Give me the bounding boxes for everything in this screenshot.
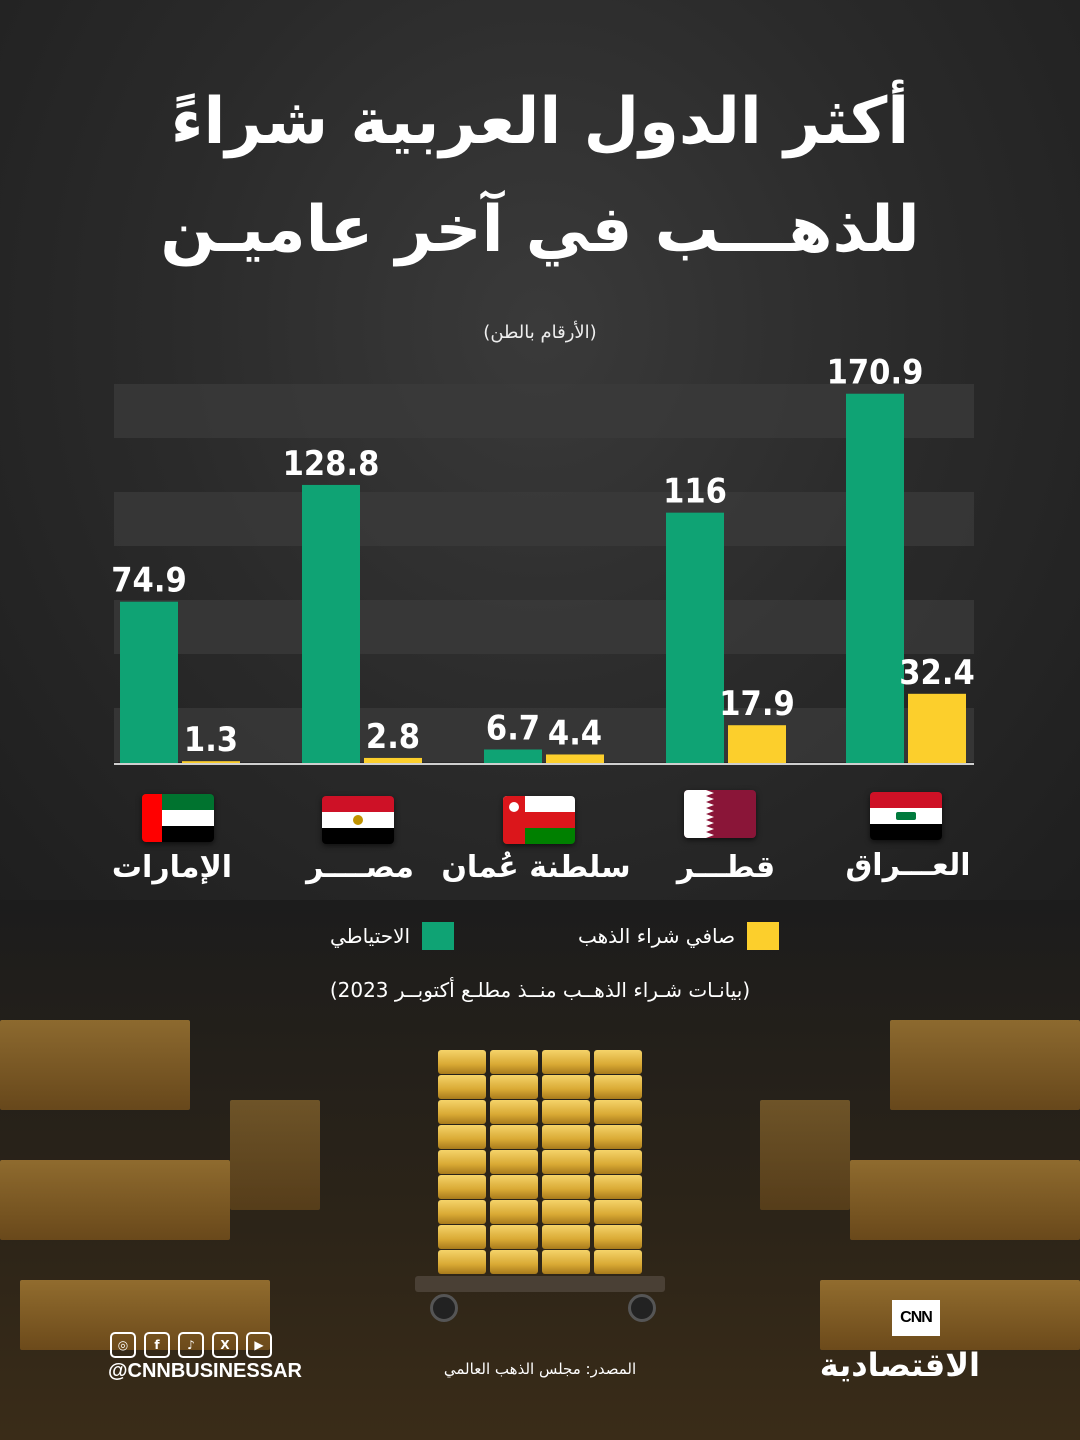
bar-net-purchase [364, 757, 422, 764]
social-handle: @CNNBUSINESSAR [108, 1360, 302, 1382]
bar-net-purchase [182, 761, 240, 764]
bar-reserves [120, 601, 178, 764]
gold-bar [490, 1225, 538, 1249]
iraq-flag-icon [870, 792, 942, 840]
legend-swatch-reserves [422, 922, 455, 950]
gold-bar [594, 1100, 642, 1124]
cart-wheel [430, 1294, 458, 1322]
data-label: 1.3 [184, 720, 238, 760]
data-label: 17.9 [719, 684, 794, 724]
gold-bar [438, 1150, 486, 1174]
x-icon[interactable]: X [212, 1332, 238, 1358]
legend-reserves: الاحتياطي [330, 922, 455, 950]
bar-reserves [846, 393, 904, 764]
gold-bar [490, 1200, 538, 1224]
gold-bar [542, 1125, 590, 1149]
bar-net-purchase [728, 725, 786, 764]
gold-bar [438, 1050, 486, 1074]
gold-bars-stack-image [430, 1050, 650, 1310]
country-label-iraq: العـــراق [845, 848, 971, 883]
gold-bar [594, 1075, 642, 1099]
gold-bar [542, 1050, 590, 1074]
grid-band [114, 708, 974, 762]
bar-chart: 74.9 128.8 6.7 116 170.9 1.3 2.8 4.4 17.9 32.4 [111, 353, 975, 765]
gold-bar [490, 1250, 538, 1274]
gold-bar [438, 1250, 486, 1274]
gold-bar [490, 1075, 538, 1099]
gold-bar [594, 1175, 642, 1199]
country-label-qatar: قطـــر [676, 850, 776, 885]
legend-label-reserves: الاحتياطي [330, 924, 411, 948]
gold-bar [594, 1150, 642, 1174]
gold-bar [490, 1125, 538, 1149]
uae-flag-icon [142, 794, 214, 842]
bar-reserves [302, 484, 360, 764]
youtube-icon[interactable]: ▶ [246, 1332, 272, 1358]
gold-cart [415, 1276, 665, 1292]
gold-bar [438, 1125, 486, 1149]
data-label: 6.7 [486, 708, 540, 748]
data-label: 4.4 [548, 713, 602, 753]
data-label: 170.9 [827, 353, 924, 393]
cart-wheel [628, 1294, 656, 1322]
qatar-flag-icon [684, 790, 756, 838]
unit-note: (الأرقام بالطن) [483, 322, 597, 343]
gold-bar [490, 1175, 538, 1199]
country-label-uae: الإمارات [111, 850, 233, 885]
gold-bar [594, 1050, 642, 1074]
egypt-flag-icon [322, 796, 394, 844]
period-note: (بيانـات شـراء الذهــب منــذ مطلـع أكتوب… [329, 978, 751, 1002]
gold-bar [438, 1225, 486, 1249]
gold-bar [542, 1175, 590, 1199]
gold-bar [542, 1150, 590, 1174]
tiktok-icon[interactable]: ♪ [178, 1332, 204, 1358]
data-label: 2.8 [366, 717, 420, 757]
legend-net-purchase: صافي شراء الذهب [578, 922, 780, 950]
country-label-oman: سلطنة عُمان [441, 850, 631, 885]
bar-net-purchase [908, 693, 966, 764]
facebook-icon[interactable]: f [144, 1332, 170, 1358]
bar-reserves [484, 749, 542, 764]
legend-swatch-net-purchase [747, 922, 780, 950]
data-label: 74.9 [111, 561, 186, 601]
gold-bar [594, 1200, 642, 1224]
oman-flag-icon [503, 796, 575, 844]
gold-bar [542, 1075, 590, 1099]
data-label: 128.8 [283, 444, 380, 484]
grid-band [114, 600, 974, 654]
gold-bar [542, 1225, 590, 1249]
instagram-icon[interactable]: ◎ [110, 1332, 136, 1358]
gold-bar [438, 1100, 486, 1124]
gold-bar [438, 1175, 486, 1199]
country-label-egypt: مصــــر [306, 850, 414, 885]
gold-bar [594, 1125, 642, 1149]
gold-bar [438, 1200, 486, 1224]
gold-bar [490, 1150, 538, 1174]
cnn-logo: CNN [892, 1300, 940, 1336]
grid-band [114, 384, 974, 438]
gold-bar [438, 1075, 486, 1099]
bar-net-purchase [546, 754, 604, 764]
bar-reserves [666, 512, 724, 764]
data-label: 116 [663, 472, 727, 512]
legend-label-net-purchase: صافي شراء الذهب [578, 924, 736, 948]
data-label: 32.4 [899, 653, 974, 693]
grid-band [114, 492, 974, 546]
gold-bar [594, 1250, 642, 1274]
brand-logo-arabic: الاقتصادية [819, 1346, 980, 1384]
gold-bar [594, 1225, 642, 1249]
gold-bar [490, 1050, 538, 1074]
source-note: المصدر: مجلس الذهب العالمي [443, 1360, 637, 1378]
gold-bar [542, 1200, 590, 1224]
social-icons: ◎ f ♪ X ▶ [110, 1332, 272, 1358]
chart-title-line1: أكثر الدول العربية شراءً [170, 85, 910, 159]
gold-bar [490, 1100, 538, 1124]
gold-bar [542, 1250, 590, 1274]
gold-bar [542, 1100, 590, 1124]
chart-title-line2: للذهـــب في آخر عاميـن [160, 193, 920, 267]
